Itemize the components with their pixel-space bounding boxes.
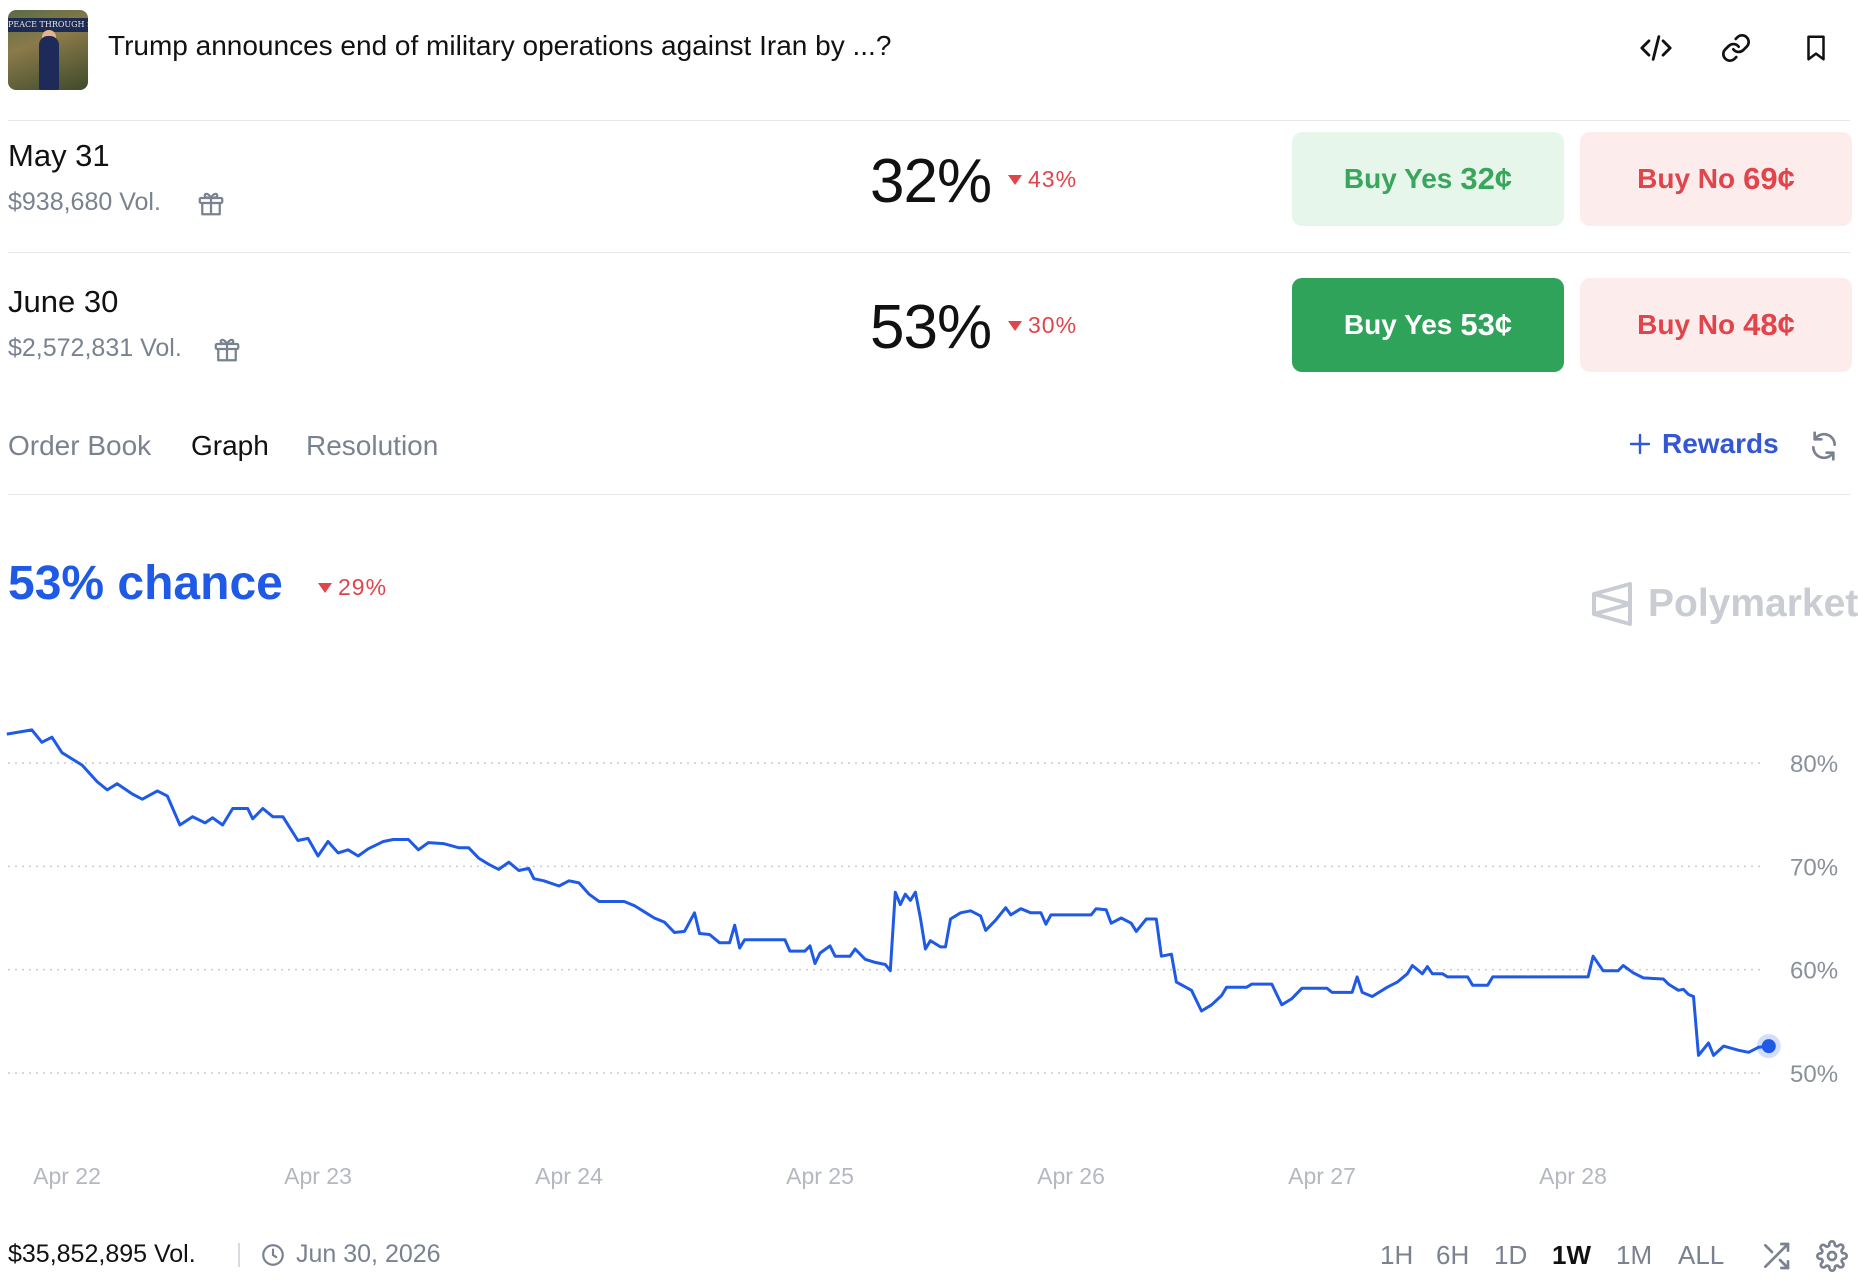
- range-1m[interactable]: 1M: [1616, 1240, 1653, 1270]
- series-line: [6, 728, 1769, 1057]
- polymarket-logo-icon: [1592, 582, 1632, 626]
- polymarket-logo: Polymarket: [1590, 580, 1858, 628]
- buy-no-price: 69¢: [1743, 161, 1795, 196]
- tab-resolution[interactable]: Resolution: [306, 430, 439, 461]
- divider: [8, 252, 1850, 253]
- market-change: 30%: [1008, 312, 1077, 339]
- x-tick-label: Apr 25: [786, 1163, 854, 1189]
- tab-graph[interactable]: Graph: [191, 430, 269, 461]
- polymarket-brand: Polymarket: [1648, 582, 1858, 625]
- market-title: Trump announces end of military operatio…: [108, 30, 892, 61]
- buy-no-button[interactable]: Buy No 69¢: [1580, 132, 1852, 226]
- divider: [8, 120, 1850, 121]
- thumbnail-banner-text: PEACE THROUGH STRENGTH: [8, 18, 88, 32]
- x-tick-label: Apr 24: [535, 1163, 603, 1189]
- end-date-label: Jun 30, 2026: [296, 1240, 441, 1268]
- settings-icon[interactable]: [1816, 1240, 1848, 1272]
- market-thumbnail: PEACE THROUGH STRENGTH: [8, 10, 88, 90]
- bookmark-icon: [1807, 35, 1825, 61]
- footer-separator: [238, 1243, 240, 1267]
- gift-icon[interactable]: [212, 334, 242, 364]
- range-1d[interactable]: 1D: [1494, 1240, 1528, 1270]
- buy-yes-label: Buy Yes: [1343, 163, 1453, 194]
- copy-link-button[interactable]: [1718, 30, 1754, 66]
- y-tick-label: 50%: [1790, 1061, 1838, 1088]
- range-6h[interactable]: 6H: [1436, 1240, 1470, 1270]
- range-1w[interactable]: 1W: [1552, 1240, 1591, 1270]
- market-change: 43%: [1008, 166, 1077, 193]
- clock-icon: [262, 1243, 284, 1266]
- x-tick-label: Apr 28: [1539, 1163, 1607, 1189]
- end-date: Jun 30, 2026: [260, 1240, 441, 1269]
- buy-no-price: 48¢: [1743, 307, 1795, 342]
- range-1h[interactable]: 1H: [1380, 1240, 1414, 1270]
- buy-yes-button[interactable]: Buy Yes 32¢: [1292, 132, 1564, 226]
- market-change-value: 43%: [1028, 166, 1078, 192]
- buy-no-label: Buy No: [1637, 163, 1736, 194]
- probability-chart[interactable]: 80% 70% 60% 50% Apr 22 Apr 23 Apr 24 Apr 25 Apr …: [0, 700, 1858, 1210]
- market-probability: 53%: [870, 293, 992, 362]
- x-tick-label: Apr 27: [1288, 1163, 1356, 1189]
- buy-no-button[interactable]: Buy No 48¢: [1580, 278, 1852, 372]
- plus-icon: [1629, 433, 1651, 455]
- market-date: June 30: [8, 284, 119, 319]
- buy-yes-price: 32¢: [1460, 161, 1513, 196]
- divider: [8, 494, 1850, 495]
- buy-yes-label: Buy Yes: [1343, 309, 1453, 340]
- tab-order-book[interactable]: Order Book: [8, 430, 152, 461]
- buy-no-label: Buy No: [1637, 309, 1736, 340]
- market-date: May 31: [8, 138, 110, 173]
- code-icon: [1640, 35, 1672, 61]
- rewards-label: Rewards: [1662, 428, 1779, 459]
- thumbnail-figure-body: [39, 36, 59, 90]
- chance-change: 29%: [318, 574, 387, 601]
- bookmark-button[interactable]: [1798, 30, 1834, 66]
- market-probability: 32%: [870, 147, 992, 216]
- chance-value: 53% chance: [8, 557, 283, 610]
- x-tick-label: Apr 22: [33, 1163, 101, 1189]
- x-tick-label: Apr 26: [1037, 1163, 1105, 1189]
- market-volume: $938,680 Vol.: [8, 188, 161, 216]
- embed-code-button[interactable]: [1638, 30, 1674, 66]
- buy-yes-button[interactable]: Buy Yes 53¢: [1292, 278, 1564, 372]
- total-volume: $35,852,895 Vol.: [8, 1240, 196, 1268]
- rewards-button[interactable]: Rewards: [1628, 428, 1779, 460]
- link-icon: [1722, 34, 1750, 62]
- down-arrow-icon: [1008, 320, 1022, 331]
- x-tick-label: Apr 23: [284, 1163, 352, 1189]
- down-arrow-icon: [1008, 174, 1022, 185]
- refresh-icon[interactable]: [1808, 430, 1840, 462]
- y-tick-label: 70%: [1790, 854, 1838, 881]
- current-point: [1761, 1039, 1776, 1054]
- y-tick-label: 80%: [1790, 751, 1838, 778]
- range-all[interactable]: ALL: [1678, 1240, 1725, 1270]
- buy-yes-price: 53¢: [1460, 307, 1513, 342]
- market-change-value: 30%: [1028, 312, 1078, 338]
- gift-icon[interactable]: [196, 188, 226, 218]
- chance-change-value: 29%: [338, 574, 388, 600]
- market-volume: $2,572,831 Vol.: [8, 334, 182, 362]
- shuffle-icon[interactable]: [1760, 1240, 1792, 1272]
- y-tick-label: 60%: [1790, 958, 1838, 985]
- down-arrow-icon: [318, 582, 332, 593]
